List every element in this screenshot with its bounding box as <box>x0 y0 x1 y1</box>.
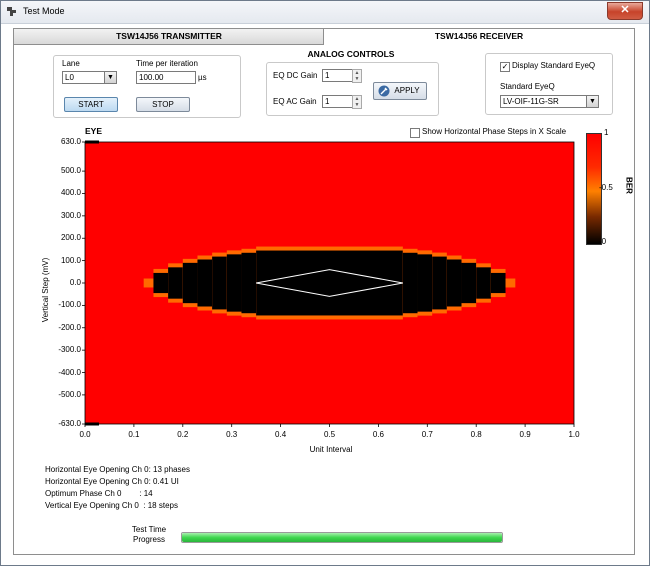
x-tick-label: 0.2 <box>177 430 189 439</box>
y-tick-label: 0.0 <box>69 278 81 287</box>
time-unit-label: µs <box>198 73 207 82</box>
standard-eyeq-label: Standard EyeQ <box>500 82 555 91</box>
chevron-down-icon: ▼ <box>589 98 596 105</box>
colorbar-label: BER <box>624 177 634 194</box>
eye-cell <box>241 252 257 314</box>
eye-mask <box>256 269 403 297</box>
x-tick-label: 0.7 <box>421 430 433 439</box>
lane-panel: Lane L0 ▼ Time per iteration 100.00 µs S… <box>53 55 241 118</box>
eye-cell <box>143 278 154 288</box>
close-button[interactable]: ✕ <box>607 2 643 20</box>
colorbar <box>586 133 602 245</box>
show-phase-steps-label: Show Horizontal Phase Steps in X Scale <box>422 127 567 136</box>
eye-cell <box>432 256 447 310</box>
stat-horizontal-phases: Horizontal Eye Opening Ch 0: 13 phases <box>45 465 190 474</box>
eye-cell <box>446 259 462 307</box>
lane-label: Lane <box>62 59 80 68</box>
eq-ac-gain-input[interactable]: 1 <box>322 95 354 108</box>
x-tick-label: 0.5 <box>323 430 336 439</box>
colorbar-tick-0.5: -0.5 <box>599 183 613 192</box>
x-tick-label: 0.4 <box>275 430 287 439</box>
checkmark-icon: ✓ <box>501 62 509 71</box>
colorbar-tick-1: 1 <box>604 128 609 137</box>
time-per-iteration-label: Time per iteration <box>136 59 198 68</box>
display-standard-eyeq-checkbox[interactable]: ✓ <box>500 62 510 72</box>
eye-cell <box>402 252 418 314</box>
eye-cell <box>212 256 227 310</box>
y-tick-label: 300.0 <box>60 210 81 220</box>
eyeq-panel: ✓ Display Standard EyeQ Standard EyeQ LV… <box>485 53 613 115</box>
stat-optimum-phase: Optimum Phase Ch 0 : 14 <box>45 489 153 498</box>
x-tick-label: 0.3 <box>226 430 238 439</box>
lane-select[interactable]: L0 <box>62 71 108 84</box>
tab-receiver[interactable]: TSW14J56 RECEIVER <box>323 28 635 45</box>
start-button[interactable]: START <box>64 97 118 112</box>
apply-button[interactable]: APPLY <box>373 82 427 100</box>
y-tick-label: -100.0 <box>58 300 81 310</box>
chevron-down-icon: ▼ <box>107 74 114 81</box>
eye-cell <box>153 272 169 294</box>
eq-dc-gain-label: EQ DC Gain <box>273 71 318 80</box>
eye-cell <box>490 272 506 294</box>
eye-cell <box>505 278 516 288</box>
progress-label: Test Time Progress <box>131 525 167 544</box>
x-axis-label: Unit Interval <box>309 445 353 454</box>
window-title: Test Mode <box>23 6 65 16</box>
eye-cell <box>256 250 403 316</box>
eye-cell <box>197 259 213 307</box>
chart-title: EYE <box>85 126 103 136</box>
y-tick-label: 400.0 <box>60 188 81 198</box>
standard-eyeq-dropdown-arrow[interactable]: ▼ <box>586 95 599 108</box>
y-tick-label: -300.0 <box>58 345 81 355</box>
progress-fill <box>182 533 502 542</box>
x-tick-label: 0.1 <box>128 430 140 439</box>
x-tick-label: 0.0 <box>79 430 91 439</box>
y-tick-label: 200.0 <box>60 233 81 243</box>
title-bar[interactable]: Test Mode ✕ <box>1 1 649 24</box>
y-tick-label: -500.0 <box>58 389 81 399</box>
y-tick-label: -630.0 <box>58 419 81 428</box>
y-tick-label: 100.0 <box>60 255 81 265</box>
apply-button-label: APPLY <box>394 86 420 95</box>
stop-button[interactable]: STOP <box>136 97 190 112</box>
eq-ac-gain-stepper[interactable]: ▲ ▼ <box>352 95 362 109</box>
colorbar-tick-0: -0 <box>599 237 607 246</box>
eye-cell <box>182 262 198 304</box>
x-tick-label: 0.6 <box>372 430 384 439</box>
tools-icon <box>378 85 390 97</box>
test-time-progress-bar <box>181 532 503 543</box>
eye-cell <box>476 267 491 299</box>
show-phase-steps-checkbox[interactable] <box>410 128 420 138</box>
stat-vertical-steps: Vertical Eye Opening Ch 0 : 18 steps <box>45 501 178 510</box>
x-tick-label: 0.8 <box>470 430 482 439</box>
eye-cell <box>168 267 183 299</box>
eq-ac-gain-label: EQ AC Gain <box>273 97 317 106</box>
y-tick-label: -400.0 <box>58 367 81 377</box>
analog-controls-title: ANALOG CONTROLS <box>307 49 395 59</box>
analog-controls-panel: EQ DC Gain 1 ▲ ▼ EQ AC Gain 1 ▲ ▼ APPLY <box>266 62 439 116</box>
y-tick-label: 630.0 <box>60 137 81 146</box>
tab-content <box>13 44 635 555</box>
close-icon: ✕ <box>620 4 630 16</box>
x-tick-label: 1.0 <box>568 430 580 439</box>
y-tick-label: 500.0 <box>60 166 81 176</box>
lane-dropdown-arrow[interactable]: ▼ <box>104 71 117 84</box>
time-per-iteration-input[interactable]: 100.00 <box>136 71 196 84</box>
eye-cell <box>461 262 477 304</box>
app-icon <box>7 7 16 16</box>
eq-dc-gain-stepper[interactable]: ▲ ▼ <box>352 69 362 83</box>
display-standard-eyeq-label: Display Standard EyeQ <box>512 61 596 70</box>
stat-horizontal-ui: Horizontal Eye Opening Ch 0: 0.41 UI <box>45 477 179 486</box>
y-tick-label: -200.0 <box>58 322 81 332</box>
x-tick-label: 0.9 <box>519 430 531 439</box>
eye-cell <box>417 254 433 312</box>
eye-cell <box>226 254 242 312</box>
standard-eyeq-select[interactable]: LV-OIF-11G-SR <box>500 95 592 108</box>
